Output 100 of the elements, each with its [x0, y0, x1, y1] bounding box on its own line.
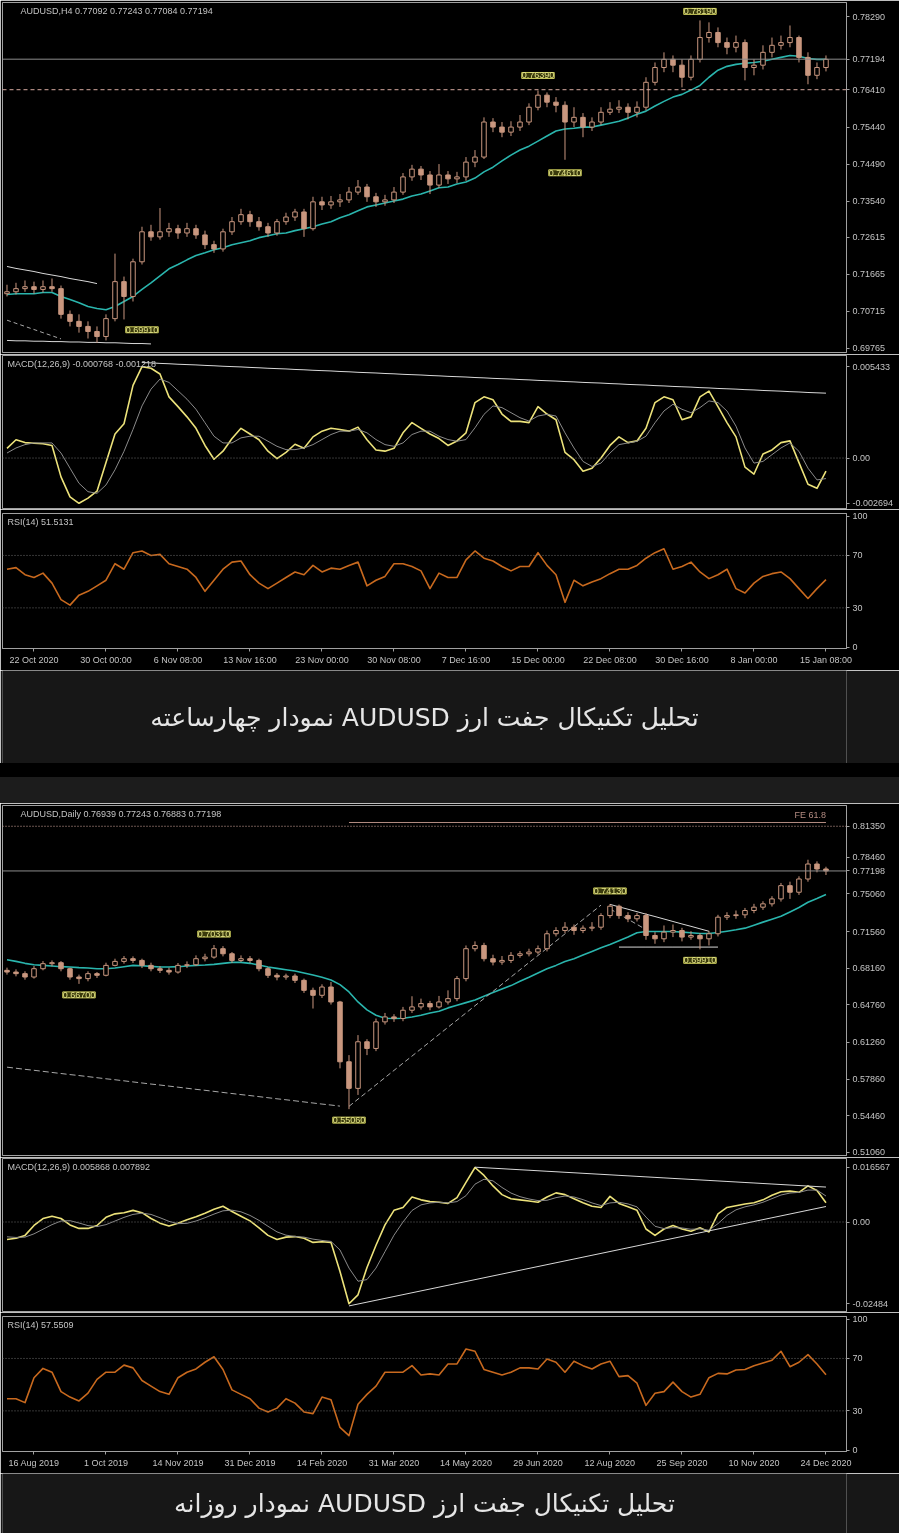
candlestick [625, 911, 631, 923]
y-tick-label: 0.74490 [852, 159, 886, 170]
annotation: 0.76390 [521, 70, 555, 81]
y-tick-label: -0.002694 [852, 498, 894, 509]
candlestick [202, 953, 208, 962]
y-tick-label: 0.71665 [852, 269, 886, 280]
candlestick [310, 987, 316, 1010]
x-tick-label: 8 Jan 00:00 [730, 654, 778, 665]
y-tick-label: 0.54460 [852, 1110, 886, 1121]
ref-line-label: 0.77194 [852, 54, 886, 65]
candlestick [616, 99, 622, 114]
line-series [6, 378, 827, 494]
x-tick-label: 12 Aug 2020 [584, 1457, 636, 1468]
candlestick [184, 222, 190, 238]
candlestick [733, 35, 739, 53]
candlestick [328, 195, 334, 210]
candlestick [769, 895, 775, 908]
y-tick-label: 0.78460 [852, 852, 886, 863]
x-tick-label: 7 Dec 16:00 [441, 654, 491, 665]
candlestick [67, 309, 73, 327]
candlestick [364, 1038, 370, 1056]
candlestick [490, 117, 496, 133]
candlestick [670, 924, 676, 938]
ref-line-label: 0.76410 [852, 84, 886, 95]
candlestick [508, 951, 514, 964]
text: تحلیل تکنیکال جفت ارز AUDUSD نمودار روزانه [174, 1489, 675, 1519]
y-tick-label: 0.78290 [852, 11, 886, 22]
candlestick [724, 37, 730, 55]
y-tick-label: 0.005433 [852, 361, 891, 372]
x-tick-label: 31 Dec 2019 [224, 1457, 276, 1468]
candlestick [697, 19, 703, 63]
y-tick-label: 0.00 [852, 453, 871, 464]
candlestick [625, 102, 631, 120]
x-tick-label: 14 Nov 2019 [152, 1457, 204, 1468]
candlestick [247, 955, 253, 964]
candlestick [571, 106, 577, 128]
candlestick [436, 995, 442, 1010]
x-tick-label: 24 Dec 2020 [800, 1457, 852, 1468]
candlestick [445, 989, 451, 1006]
candlestick [553, 926, 559, 937]
candlestick [571, 924, 577, 936]
candlestick [238, 954, 244, 963]
x-tick-label: 22 Dec 08:00 [583, 654, 637, 665]
y-tick-label: 0.75060 [852, 888, 886, 899]
annotation: 0.78190 [683, 6, 717, 17]
candlestick [175, 224, 181, 240]
candlestick [787, 24, 793, 48]
y-tick-label: 100 [852, 511, 868, 522]
y-tick-label: 0.73540 [852, 196, 886, 207]
candlestick [121, 955, 127, 965]
candlestick [544, 930, 550, 952]
candlestick [526, 102, 532, 126]
y-tick-label: 0.71560 [852, 926, 886, 937]
candlestick [481, 942, 487, 962]
candlestick [499, 955, 505, 966]
candlestick [202, 230, 208, 250]
y-tick-label: 0 [852, 642, 858, 653]
candlestick [283, 973, 289, 981]
x-tick-label: 16 Aug 2019 [8, 1457, 60, 1468]
candlestick [337, 193, 343, 208]
candlestick [787, 881, 793, 900]
chart-title: RSI(14) 57.5509 [7, 1319, 74, 1330]
x-tick-label: 14 May 2020 [439, 1457, 493, 1468]
x-tick-label: 6 Nov 08:00 [153, 654, 203, 665]
candlestick [760, 44, 766, 70]
candlestick [643, 912, 649, 941]
chart-title: MACD(12,26,9) 0.005868 0.007892 [7, 1161, 151, 1172]
candlestick [49, 278, 55, 293]
candlestick [715, 26, 721, 48]
candlestick [454, 975, 460, 1002]
line-series [6, 319, 62, 340]
x-tick-label: 30 Nov 08:00 [367, 654, 421, 665]
line-series [6, 1178, 827, 1282]
x-tick-label: 30 Oct 00:00 [80, 654, 132, 665]
candlestick [607, 101, 613, 116]
x-tick-label: 23 Nov 00:00 [295, 654, 349, 665]
candlestick [76, 974, 82, 985]
candlestick [751, 903, 757, 914]
line-series [6, 547, 827, 606]
candlestick [796, 35, 802, 63]
ref-line-label: 0.81350 [852, 821, 886, 832]
x-tick-label: 1 Oct 2019 [83, 1457, 129, 1468]
candlestick [454, 171, 460, 184]
candlestick [580, 112, 586, 138]
candlestick [166, 967, 172, 976]
candlestick [526, 948, 532, 957]
candlestick [679, 58, 685, 88]
candlestick [13, 968, 19, 977]
candlestick [706, 930, 712, 946]
candlestick [688, 930, 694, 941]
candlestick [796, 875, 802, 896]
candlestick [769, 37, 775, 58]
candlestick [517, 950, 523, 959]
candlestick [40, 279, 46, 294]
y-tick-label: 0.57860 [852, 1074, 886, 1084]
y-tick-label: 100 [852, 1314, 868, 1325]
candlestick [589, 921, 595, 932]
candlestick [544, 91, 550, 108]
candlestick [553, 96, 559, 113]
candlestick [472, 940, 478, 952]
